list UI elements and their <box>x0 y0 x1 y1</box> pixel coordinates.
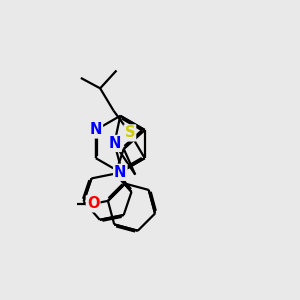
Text: S: S <box>124 125 135 140</box>
Text: N: N <box>90 122 102 137</box>
Text: N: N <box>114 165 127 180</box>
Text: O: O <box>87 196 99 211</box>
Text: N: N <box>108 136 121 151</box>
